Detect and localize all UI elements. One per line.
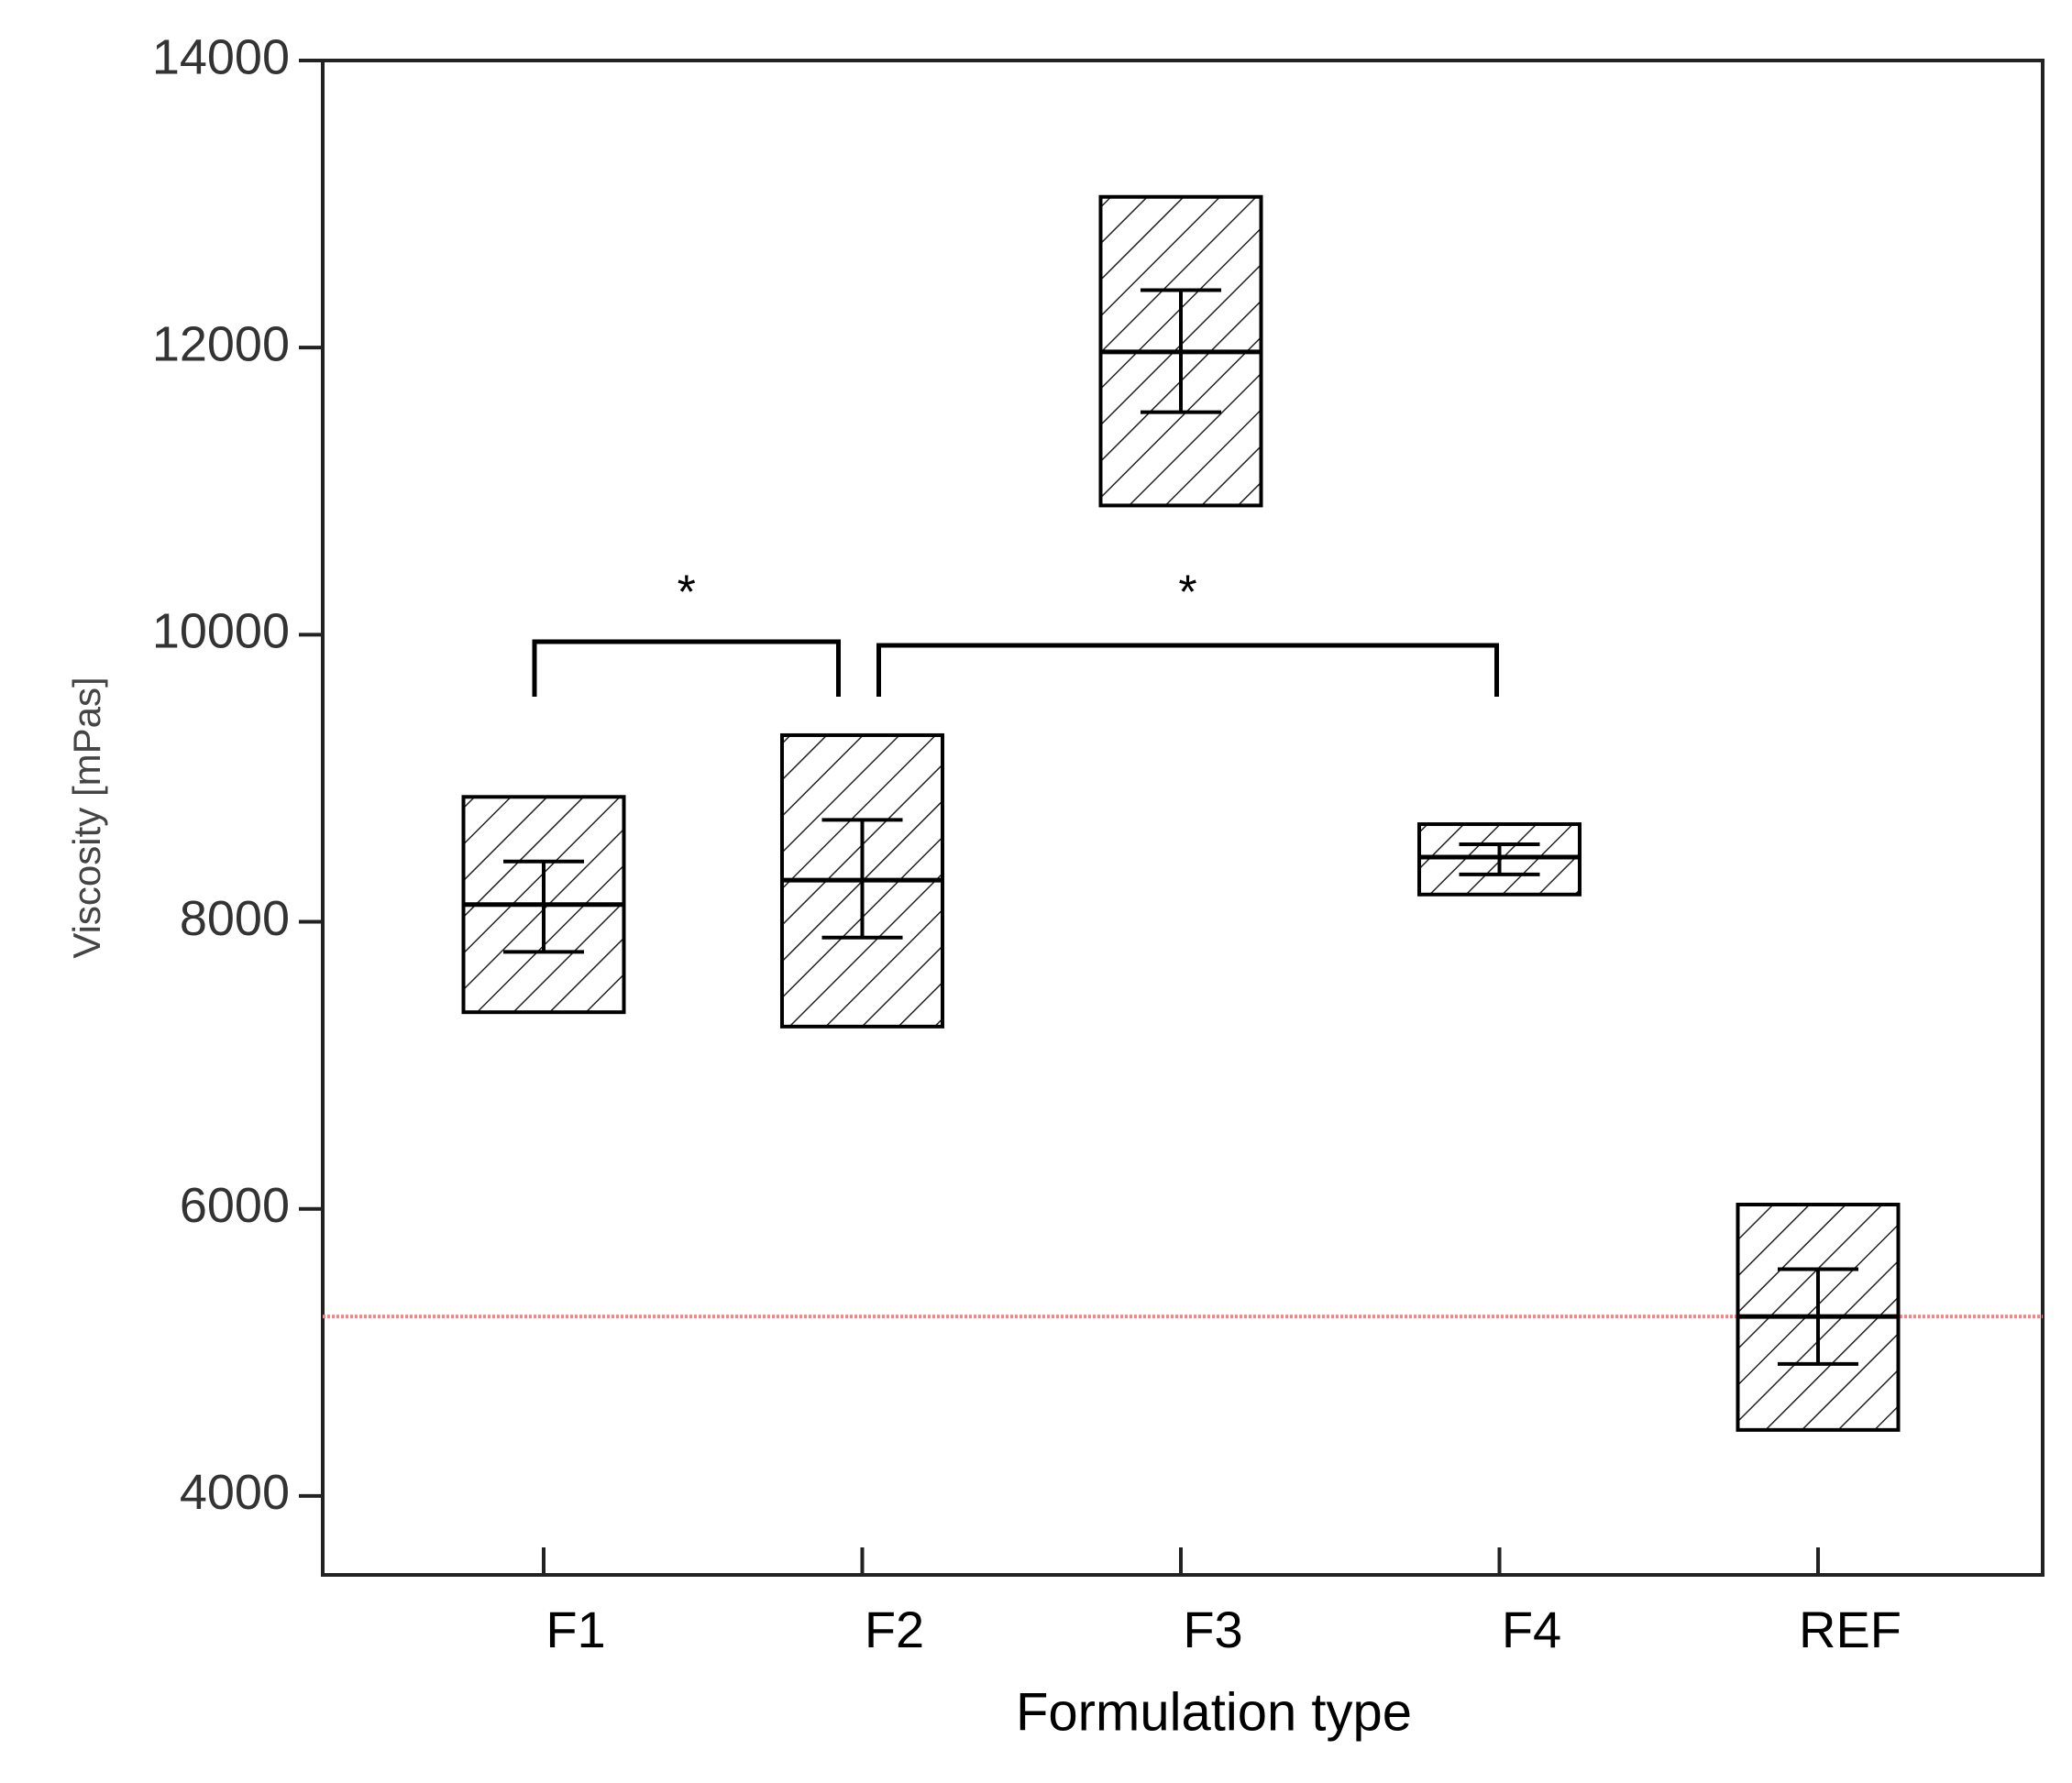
significance-bracket [532,639,841,697]
significance-bracket [876,643,1499,697]
y-tick-label: 8000 [180,891,290,946]
x-tick-label: F2 [865,1601,924,1658]
x-tick-label: F4 [1502,1601,1561,1658]
x-tick-label: F1 [546,1601,605,1658]
x-tick-label: REF [1799,1601,1901,1658]
y-axis-title: Viscosity [mPas] [65,677,108,958]
y-tick-label: 10000 [152,604,290,659]
significance-label: * [678,567,696,620]
x-tick-label: F3 [1183,1601,1242,1658]
x-axis-title: Formulation type [1016,1682,1412,1742]
y-tick-label: 6000 [180,1178,290,1233]
significance-label: * [1178,567,1196,620]
y-tick-label: 14000 [152,29,290,84]
y-tick-label: 4000 [180,1465,290,1520]
y-tick-label: 12000 [152,316,290,371]
